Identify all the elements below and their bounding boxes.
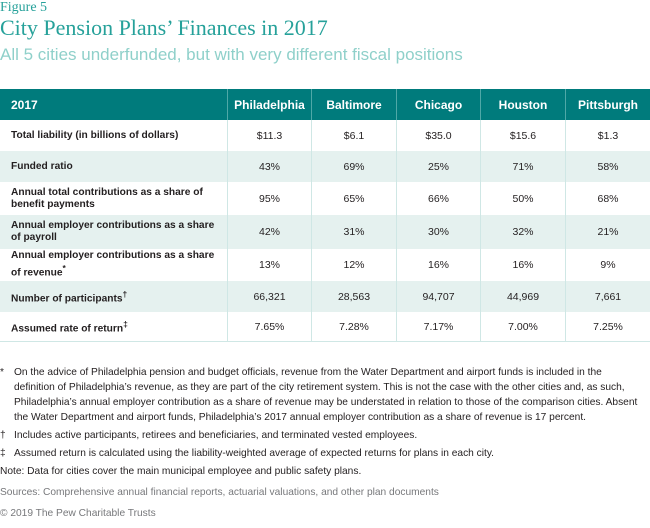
column-header-houston: Houston [480, 89, 565, 120]
footnote-double-dagger: ‡ Assumed return is calculated using the… [0, 446, 645, 461]
copyright-line: © 2019 The Pew Charitable Trusts [0, 508, 156, 519]
footnote-symbol: ‡ [0, 448, 6, 459]
table-header-row: 2017 Philadelphia Baltimore Chicago Hous… [0, 89, 650, 120]
table-cell: 28,563 [311, 281, 396, 312]
footnote-text: On the advice of Philadelphia pension an… [14, 367, 638, 423]
table-cell: 69% [311, 151, 396, 182]
row-label: Number of participants† [0, 281, 227, 312]
table-cell: 42% [227, 215, 311, 249]
table-cell: 13% [227, 249, 311, 281]
table-cell: $11.3 [227, 120, 311, 151]
table-cell: 7.17% [396, 312, 480, 342]
table-cell: $35.0 [396, 120, 480, 151]
row-label-text: Assumed rate of return [11, 323, 124, 335]
table-cell: 32% [480, 215, 565, 249]
footnote-marker: † [122, 288, 128, 299]
sources-line: Sources: Comprehensive annual financial … [0, 487, 439, 498]
table-row: Annual employer contributions as a share… [0, 249, 650, 281]
row-label: Funded ratio [0, 151, 227, 182]
column-header-pittsburgh: Pittsburgh [565, 89, 650, 120]
page-title: City Pension Plans’ Finances in 2017 [0, 15, 328, 40]
table-cell: 7,661 [565, 281, 650, 312]
table-cell: 12% [311, 249, 396, 281]
row-label: Annual employer contributions as a share… [0, 249, 227, 281]
table-cell: 16% [480, 249, 565, 281]
table-row: Annual total contributions as a share of… [0, 182, 650, 215]
table-row: Funded ratio 43% 69% 25% 71% 58% [0, 151, 650, 182]
table-cell: $6.1 [311, 120, 396, 151]
table-cell: 65% [311, 182, 396, 215]
table-cell: 94,707 [396, 281, 480, 312]
row-label: Total liability (in billions of dollars) [0, 120, 227, 151]
table-cell: 7.00% [480, 312, 565, 342]
table-cell: 44,969 [480, 281, 565, 312]
column-header-philadelphia: Philadelphia [227, 89, 311, 120]
row-label: Assumed rate of return‡ [0, 312, 227, 342]
table-cell: 68% [565, 182, 650, 215]
table-cell: 25% [396, 151, 480, 182]
table-cell: 43% [227, 151, 311, 182]
table-cell: $1.3 [565, 120, 650, 151]
notes-section: * On the advice of Philadelphia pension … [0, 365, 645, 521]
footnote-dagger: † Includes active participants, retirees… [0, 428, 645, 443]
table-cell: $15.6 [480, 120, 565, 151]
column-header-chicago: Chicago [396, 89, 480, 120]
table-cell: 16% [396, 249, 480, 281]
table-cell: 7.25% [565, 312, 650, 342]
row-label-text: Annual employer contributions as a share… [11, 220, 215, 243]
row-label-text: Number of participants [11, 293, 123, 305]
table-row: Total liability (in billions of dollars)… [0, 120, 650, 151]
figure-label: Figure 5 [0, 0, 48, 15]
table-cell: 9% [565, 249, 650, 281]
data-note: Note: Data for cities cover the main mun… [0, 466, 362, 477]
table-cell: 66% [396, 182, 480, 215]
row-label-text: Funded ratio [11, 160, 73, 172]
table-cell: 66,321 [227, 281, 311, 312]
row-label-text: Annual employer contributions as a share… [11, 250, 215, 279]
row-label-text: Total liability (in billions of dollars) [11, 129, 179, 141]
table-row: Annual employer contributions as a share… [0, 215, 650, 249]
table-cell: 31% [311, 215, 396, 249]
table-cell: 58% [565, 151, 650, 182]
table-row: Number of participants† 66,321 28,563 94… [0, 281, 650, 312]
footnote-symbol: * [0, 367, 4, 378]
table-cell: 21% [565, 215, 650, 249]
table-cell: 7.28% [311, 312, 396, 342]
row-label: Annual total contributions as a share of… [0, 182, 227, 215]
pension-finances-table: 2017 Philadelphia Baltimore Chicago Hous… [0, 89, 650, 342]
footnote-marker: * [62, 263, 66, 274]
footnote-marker: ‡ [123, 318, 128, 329]
table-cell: 50% [480, 182, 565, 215]
footnote-text: Includes active participants, retirees a… [14, 430, 418, 441]
footnote-asterisk: * On the advice of Philadelphia pension … [0, 365, 645, 425]
column-header-year: 2017 [0, 89, 227, 120]
row-label: Annual employer contributions as a share… [0, 215, 227, 249]
footnote-symbol: † [0, 430, 6, 441]
table-cell: 7.65% [227, 312, 311, 342]
table-cell: 30% [396, 215, 480, 249]
footnote-text: Assumed return is calculated using the l… [14, 448, 495, 459]
table-cell: 71% [480, 151, 565, 182]
column-header-baltimore: Baltimore [311, 89, 396, 120]
page-subtitle: All 5 cities underfunded, but with very … [0, 45, 463, 64]
table-cell: 95% [227, 182, 311, 215]
table-row: Assumed rate of return‡ 7.65% 7.28% 7.17… [0, 312, 650, 342]
row-label-text: Annual total contributions as a share of… [11, 186, 203, 210]
